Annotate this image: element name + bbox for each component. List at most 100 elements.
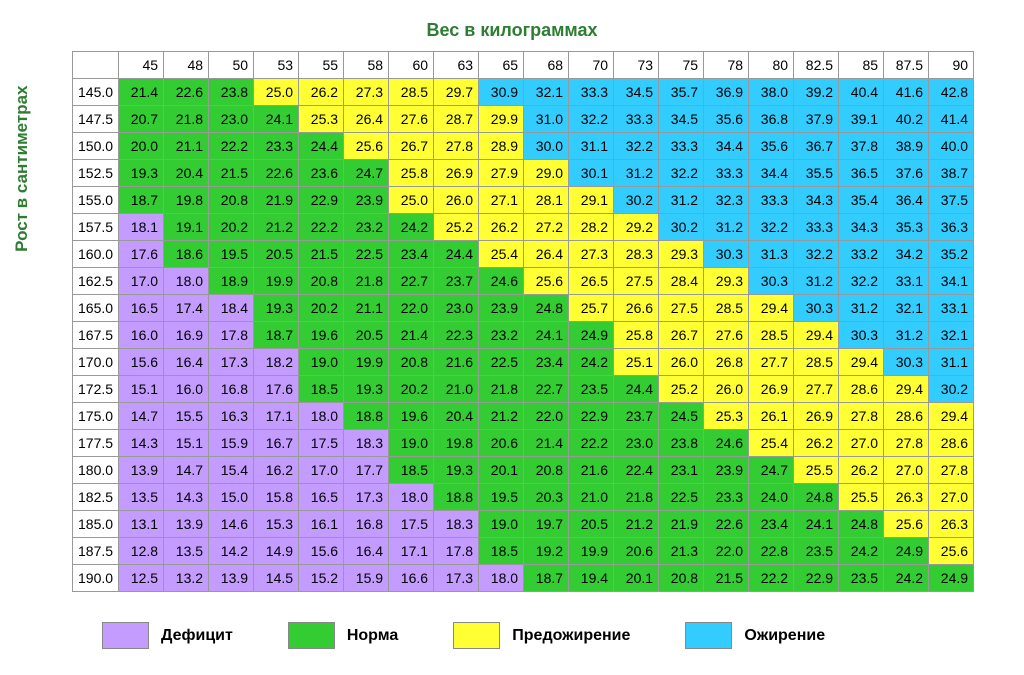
bmi-cell: 16.5 [119, 295, 164, 322]
bmi-cell: 32.1 [884, 295, 929, 322]
bmi-cell: 22.9 [569, 403, 614, 430]
bmi-cell: 19.5 [209, 241, 254, 268]
bmi-cell: 37.6 [884, 160, 929, 187]
bmi-cell: 30.2 [929, 376, 974, 403]
bmi-cell: 17.6 [254, 376, 299, 403]
bmi-cell: 17.0 [119, 268, 164, 295]
table-row: 145.021.422.623.825.026.227.328.529.730.… [73, 79, 974, 106]
bmi-cell: 36.7 [794, 133, 839, 160]
bmi-cell: 24.2 [884, 565, 929, 592]
bmi-cell: 24.9 [929, 565, 974, 592]
table-row: 175.014.715.516.317.118.018.819.620.421.… [73, 403, 974, 430]
bmi-cell: 22.2 [299, 214, 344, 241]
bmi-cell: 34.5 [614, 79, 659, 106]
bmi-cell: 23.3 [704, 484, 749, 511]
bmi-cell: 28.1 [524, 187, 569, 214]
bmi-cell: 33.1 [929, 295, 974, 322]
bmi-cell: 26.2 [479, 214, 524, 241]
bmi-cell: 17.1 [389, 538, 434, 565]
bmi-cell: 30.2 [659, 214, 704, 241]
bmi-cell: 19.3 [254, 295, 299, 322]
bmi-cell: 18.3 [434, 511, 479, 538]
bmi-cell: 36.8 [749, 106, 794, 133]
bmi-cell: 20.8 [524, 457, 569, 484]
bmi-cell: 20.8 [659, 565, 704, 592]
bmi-cell: 17.5 [299, 430, 344, 457]
bmi-cell: 24.8 [524, 295, 569, 322]
bmi-cell: 29.0 [524, 160, 569, 187]
bmi-cell: 19.7 [524, 511, 569, 538]
bmi-cell: 25.5 [794, 457, 839, 484]
bmi-cell: 27.8 [434, 133, 479, 160]
bmi-cell: 34.4 [704, 133, 749, 160]
bmi-cell: 27.0 [929, 484, 974, 511]
bmi-cell: 40.4 [839, 79, 884, 106]
legend-label: Дефицит [161, 627, 233, 645]
bmi-cell: 18.5 [479, 538, 524, 565]
bmi-cell: 18.8 [434, 484, 479, 511]
table-row: 162.517.018.018.919.920.821.822.723.724.… [73, 268, 974, 295]
bmi-cell: 22.7 [524, 376, 569, 403]
bmi-cell: 25.6 [884, 511, 929, 538]
bmi-cell: 27.8 [929, 457, 974, 484]
bmi-cell: 22.4 [614, 457, 659, 484]
bmi-cell: 30.0 [524, 133, 569, 160]
bmi-cell: 26.0 [704, 376, 749, 403]
bmi-cell: 23.5 [794, 538, 839, 565]
bmi-cell: 15.9 [344, 565, 389, 592]
bmi-cell: 24.1 [254, 106, 299, 133]
bmi-cell: 33.1 [884, 268, 929, 295]
bmi-cell: 31.2 [614, 160, 659, 187]
bmi-cell: 18.8 [344, 403, 389, 430]
bmi-cell: 28.5 [389, 79, 434, 106]
legend-item: Ожирение [685, 622, 825, 649]
weight-header: 78 [704, 52, 749, 79]
bmi-cell: 35.6 [749, 133, 794, 160]
bmi-cell: 14.6 [209, 511, 254, 538]
bmi-cell: 21.3 [659, 538, 704, 565]
table-row: 185.013.113.914.615.316.116.817.518.319.… [73, 511, 974, 538]
bmi-cell: 23.3 [254, 133, 299, 160]
bmi-cell: 33.3 [749, 187, 794, 214]
bmi-cell: 27.0 [839, 430, 884, 457]
bmi-cell: 19.0 [299, 349, 344, 376]
legend-swatch [453, 622, 500, 649]
height-cell: 147.5 [73, 106, 119, 133]
table-row: 152.519.320.421.522.623.624.725.826.927.… [73, 160, 974, 187]
bmi-cell: 21.8 [614, 484, 659, 511]
bmi-cell: 25.2 [434, 214, 479, 241]
bmi-cell: 21.9 [254, 187, 299, 214]
bmi-cell: 18.9 [209, 268, 254, 295]
bmi-cell: 13.1 [119, 511, 164, 538]
bmi-cell: 25.0 [389, 187, 434, 214]
height-cell: 180.0 [73, 457, 119, 484]
bmi-cell: 24.2 [389, 214, 434, 241]
weight-header: 85 [839, 52, 884, 79]
bmi-cell: 42.8 [929, 79, 974, 106]
height-cell: 157.5 [73, 214, 119, 241]
bmi-cell: 15.8 [254, 484, 299, 511]
bmi-cell: 23.0 [209, 106, 254, 133]
bmi-cell: 28.5 [749, 322, 794, 349]
bmi-cell: 26.7 [389, 133, 434, 160]
bmi-cell: 27.6 [389, 106, 434, 133]
bmi-cell: 25.3 [299, 106, 344, 133]
bmi-cell: 19.4 [569, 565, 614, 592]
bmi-cell: 32.1 [524, 79, 569, 106]
bmi-cell: 26.9 [794, 403, 839, 430]
bmi-cell: 27.8 [839, 403, 884, 430]
bmi-cell: 18.0 [299, 403, 344, 430]
bmi-cell: 29.4 [929, 403, 974, 430]
weight-header: 58 [344, 52, 389, 79]
bmi-cell: 29.4 [794, 322, 839, 349]
bmi-cell: 29.3 [704, 268, 749, 295]
bmi-cell: 32.2 [839, 268, 884, 295]
bmi-cell: 22.3 [434, 322, 479, 349]
bmi-cell: 19.8 [434, 430, 479, 457]
bmi-cell: 25.7 [569, 295, 614, 322]
legend-swatch [685, 622, 732, 649]
bmi-cell: 13.9 [164, 511, 209, 538]
height-cell: 182.5 [73, 484, 119, 511]
bmi-cell: 34.2 [884, 241, 929, 268]
bmi-cell: 16.7 [254, 430, 299, 457]
